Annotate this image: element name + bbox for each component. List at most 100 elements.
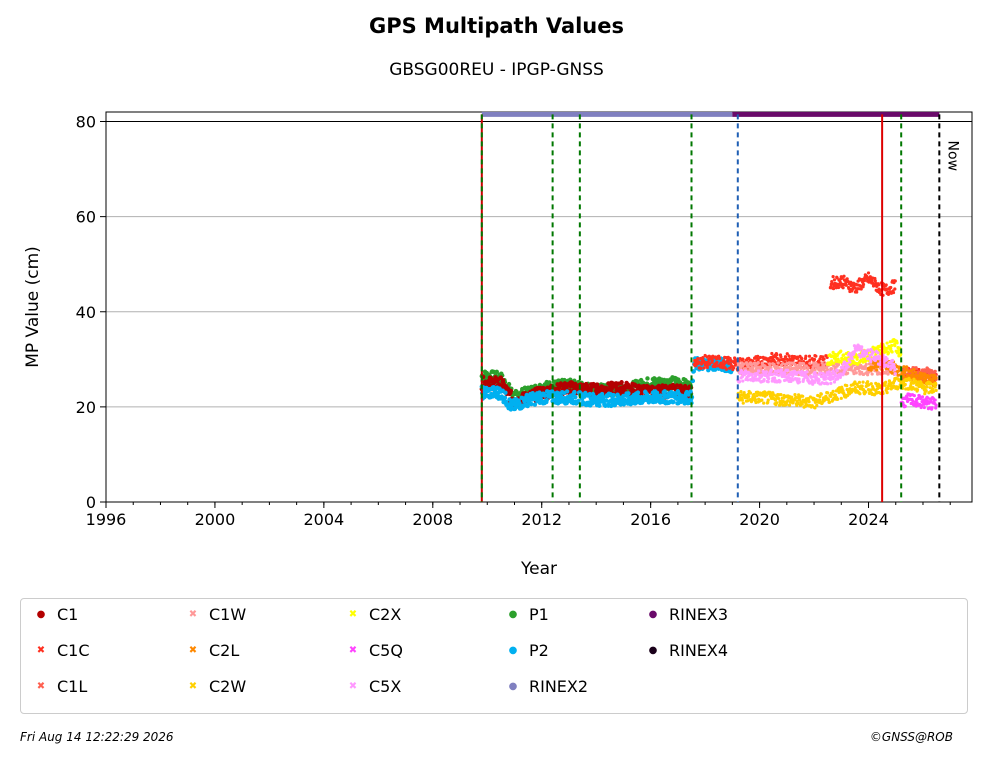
data-point-c2w: [826, 398, 831, 402]
x-tick-label: 2020: [739, 510, 780, 529]
data-point-c1: [682, 383, 688, 389]
data-point-c2w: [857, 380, 862, 384]
data-point-c2w: [790, 395, 794, 399]
data-point-c2l: [914, 370, 918, 374]
y-tick-label: 0: [86, 493, 96, 512]
data-point-c1c: [891, 290, 896, 295]
data-point-c5x: [848, 360, 852, 364]
data-point-c5x: [847, 357, 851, 361]
legend-marker-icon: ✖: [348, 609, 358, 620]
legend-marker-icon: ✖: [188, 645, 198, 656]
data-point-c5x: [778, 379, 782, 383]
data-point-c2x: [893, 344, 897, 348]
legend-marker-icon: ●: [508, 681, 518, 692]
legend-label: C1L: [57, 677, 88, 696]
data-point-c2w: [747, 394, 751, 399]
chart-title: GPS Multipath Values: [368, 14, 624, 38]
data-point-c1c: [812, 357, 817, 362]
data-point-c1c: [831, 286, 836, 291]
data-point-c2l: [934, 376, 938, 380]
data-point-c1w: [788, 364, 793, 368]
data-point-c5x: [767, 376, 771, 381]
copyright: ©GNSS@ROB: [869, 730, 953, 744]
data-point-c1w: [816, 363, 820, 367]
data-point-p2: [671, 399, 676, 405]
data-point-c1c: [796, 356, 800, 360]
data-point-p1: [547, 380, 552, 385]
data-point-c5q: [934, 403, 938, 407]
data-point-c1c: [718, 356, 722, 361]
legend-label: C2L: [209, 641, 240, 660]
data-point-c5x: [868, 357, 872, 361]
data-point-c5x: [850, 356, 854, 361]
data-point-c2w: [929, 382, 933, 386]
data-point-c1w: [846, 371, 850, 375]
legend-marker-icon: ●: [508, 645, 518, 656]
data-point-c5x: [779, 368, 783, 372]
data-point-c2w: [742, 391, 746, 395]
data-point-c1c: [876, 283, 881, 287]
y-tick-label: 60: [76, 208, 96, 227]
data-point-c1c: [741, 357, 745, 361]
data-point-c1c: [844, 283, 848, 287]
legend-label: RINEX3: [669, 605, 729, 624]
data-point-c1c: [775, 356, 779, 361]
legend-label: P1: [529, 605, 549, 624]
data-point-c1: [508, 388, 514, 394]
legend: ● C1 ✖ C1C ✖ C1L ✖ C1W ✖ C2L ✖ C2W ✖ C2X ✖ C5Q ✖ C5X ● P1 ● P…: [20, 598, 968, 714]
data-point-c5q: [922, 405, 926, 410]
data-point-p2: [654, 390, 660, 395]
data-point-c5x: [893, 368, 897, 372]
data-point-c1w: [744, 361, 749, 365]
data-point-c1c: [777, 358, 782, 362]
data-point-c5x: [740, 375, 744, 379]
data-point-c1c: [785, 357, 789, 361]
legend-item-c2x: ✖ C2X: [343, 605, 402, 624]
data-point-c2w: [739, 390, 743, 394]
data-point-c5x: [885, 357, 889, 361]
data-point-c5x: [746, 378, 750, 382]
data-point-c1w: [840, 368, 844, 372]
data-point-c1c: [715, 360, 719, 365]
legend-marker-icon: ●: [648, 645, 658, 656]
data-point-c2w: [762, 401, 766, 405]
data-point-p2: [569, 397, 575, 402]
data-point-c1c: [783, 355, 788, 359]
data-point-c2w: [931, 387, 935, 391]
data-point-c1c: [893, 279, 897, 283]
data-point-c2x: [877, 348, 882, 352]
data-point-c1w: [836, 362, 841, 367]
data-point-c2w: [924, 389, 928, 393]
data-point-c5x: [805, 370, 809, 374]
data-point-c2w: [786, 399, 790, 403]
data-point-c5x: [783, 372, 787, 376]
data-point-c1w: [806, 366, 810, 370]
legend-marker-icon: ✖: [36, 645, 46, 656]
data-point-c2w: [766, 398, 770, 402]
legend-item-p2: ● P2: [503, 641, 549, 660]
data-point-c2w: [817, 398, 822, 402]
data-point-c2x: [885, 346, 889, 351]
legend-item-rinex3: ● RINEX3: [643, 605, 728, 624]
data-point-c5x: [753, 374, 758, 378]
legend-label: C5Q: [369, 641, 403, 660]
data-point-c2x: [839, 349, 843, 353]
data-point-c2w: [760, 398, 764, 402]
data-point-c1c: [845, 277, 849, 281]
data-point-c1c: [775, 353, 779, 357]
data-point-c5x: [842, 360, 847, 364]
data-point-c5x: [877, 354, 882, 358]
data-point-c2x: [831, 361, 836, 365]
data-point-c2w: [777, 397, 781, 401]
data-point-c5x: [750, 373, 754, 377]
data-point-c2l: [905, 373, 910, 377]
data-point-c1w: [782, 365, 787, 369]
data-point-c1w: [830, 367, 834, 371]
data-point-c5x: [846, 365, 850, 369]
data-point-c5x: [892, 365, 896, 369]
legend-item-c1l: ✖ C1L: [31, 677, 87, 696]
data-point-c2w: [869, 382, 873, 386]
legend-label: C2W: [209, 677, 247, 696]
data-point-c5x: [777, 373, 781, 377]
data-point-c1c: [732, 366, 736, 370]
